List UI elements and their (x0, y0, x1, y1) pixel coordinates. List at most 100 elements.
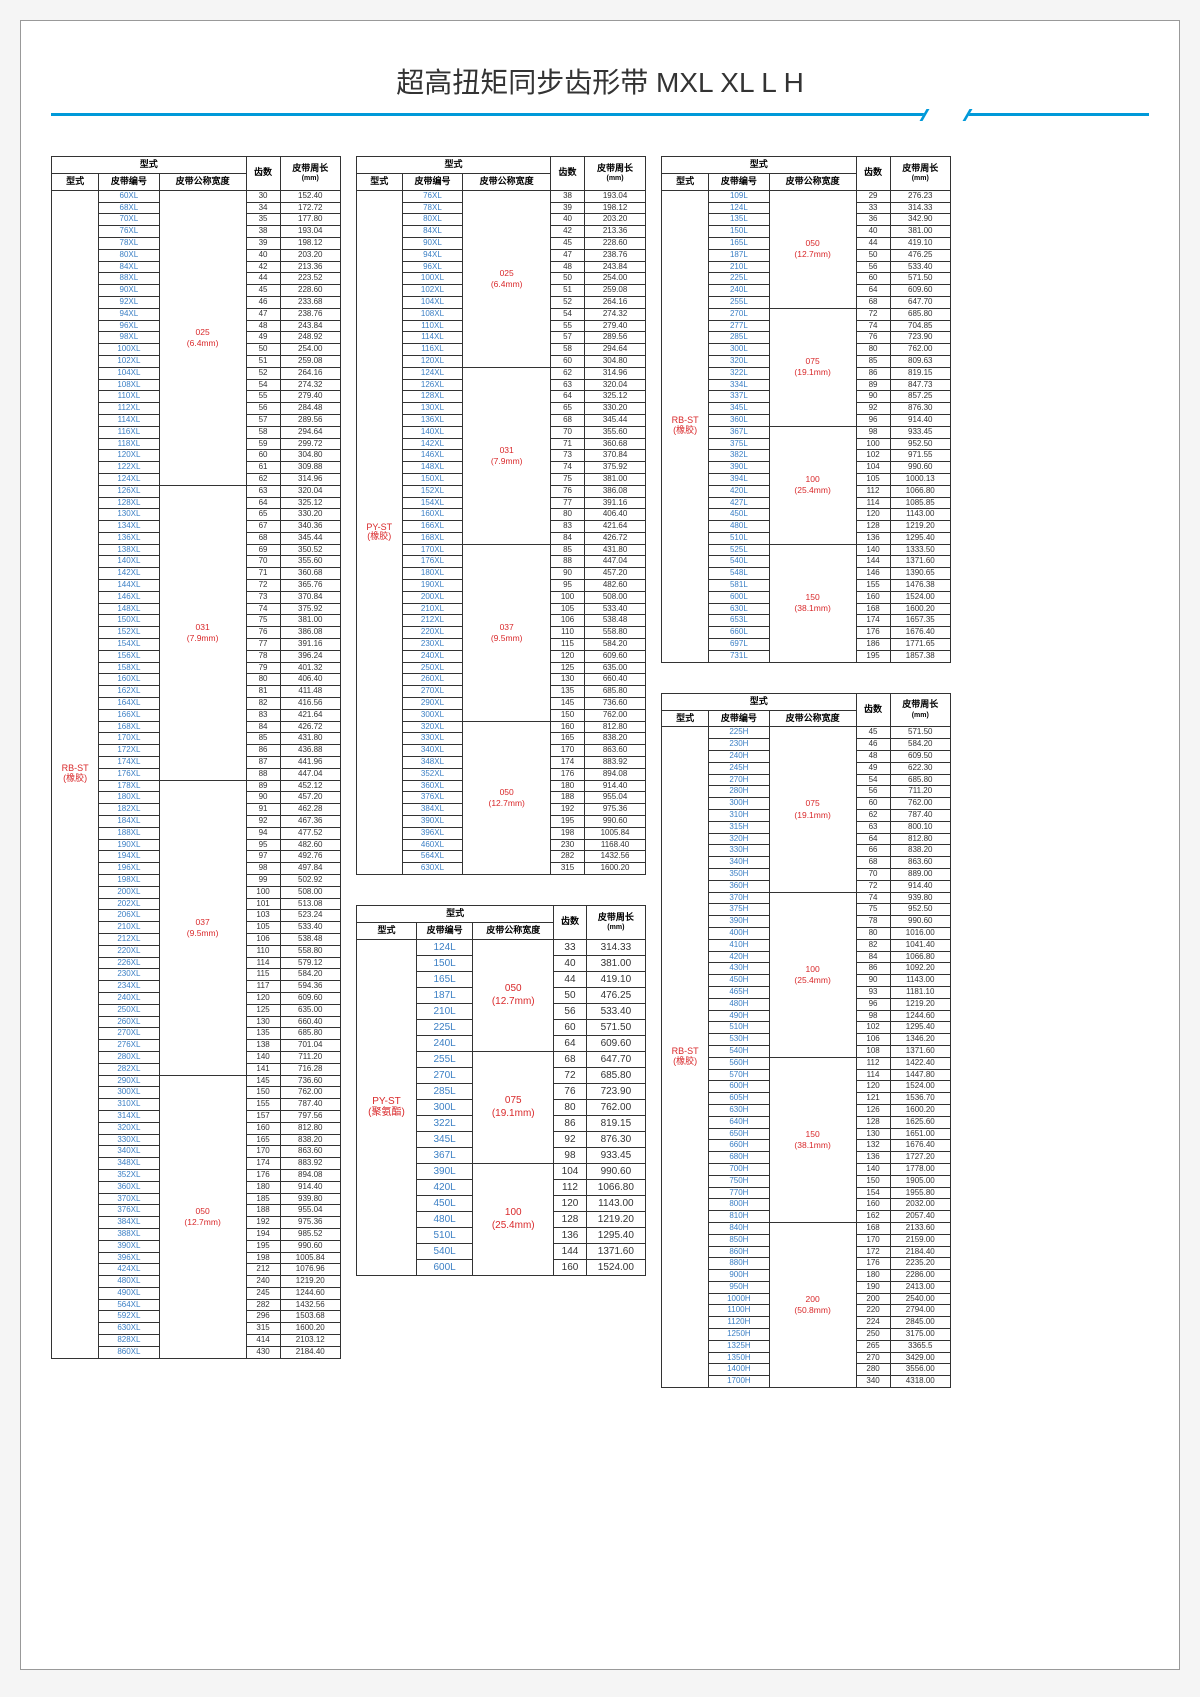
teeth-cell: 105 (550, 603, 584, 615)
belt-id-cell: 310H (709, 810, 769, 822)
circumference-cell: 876.30 (586, 1131, 645, 1147)
teeth-cell: 95 (246, 839, 280, 851)
circumference-cell: 1066.80 (890, 485, 950, 497)
circumference-cell: 476.25 (890, 249, 950, 261)
circumference-cell: 933.45 (890, 426, 950, 438)
belt-id-cell: 1000H (709, 1293, 769, 1305)
belt-id-cell: 360XL (402, 780, 463, 792)
circumference-cell: 990.60 (890, 916, 950, 928)
teeth-cell: 105 (246, 922, 280, 934)
belt-id-cell: 310XL (99, 1099, 159, 1111)
belt-id-cell: 164XL (99, 698, 159, 710)
circ-header: 皮带周长(mm) (280, 157, 340, 191)
teeth-cell: 150 (856, 1175, 890, 1187)
table-row: PY-ST(聚氨酯)124L050(12.7mm)33314.33 (357, 939, 646, 955)
circumference-cell: 2794.00 (890, 1305, 950, 1317)
teeth-cell: 140 (246, 1051, 280, 1063)
circumference-cell: 1092.20 (890, 963, 950, 975)
teeth-cell: 50 (550, 273, 584, 285)
teeth-cell: 70 (246, 556, 280, 568)
circumference-cell: 1676.40 (890, 1140, 950, 1152)
circumference-cell: 304.80 (280, 450, 340, 462)
circumference-cell: 238.76 (280, 308, 340, 320)
belt-id-cell: 104XL (402, 296, 463, 308)
circumference-cell: 883.92 (280, 1158, 340, 1170)
belt-id-cell: 102XL (99, 355, 159, 367)
belt-id-cell: 165L (416, 971, 472, 987)
width-cell: 100(25.4mm) (473, 1163, 554, 1275)
teeth-cell: 75 (246, 615, 280, 627)
circumference-cell: 386.08 (280, 627, 340, 639)
circumference-cell: 1651.00 (890, 1128, 950, 1140)
belt-id-cell: 148XL (99, 603, 159, 615)
table-l-pyst-pu: 型式 齿数 皮带周长(mm) 型式 皮带编号 皮带公称宽度 PY-ST(聚氨酯)… (356, 905, 646, 1276)
belt-id-cell: 140XL (402, 426, 463, 438)
circumference-cell: 259.08 (280, 355, 340, 367)
belt-id-cell: 530H (709, 1034, 769, 1046)
model-cell: RB-ST(橡胶) (52, 190, 99, 1358)
teeth-cell: 60 (550, 355, 584, 367)
circumference-cell: 2845.00 (890, 1317, 950, 1329)
teeth-cell: 212 (246, 1264, 280, 1276)
belt-id-cell: 190XL (402, 580, 463, 592)
teeth-cell: 120 (554, 1195, 587, 1211)
belt-id-cell: 900H (709, 1270, 769, 1282)
belt-id-cell: 337L (709, 391, 769, 403)
belt-id-cell: 96XL (402, 261, 463, 273)
teeth-cell: 97 (246, 851, 280, 863)
teeth-cell: 80 (554, 1099, 587, 1115)
belt-id-cell: 270XL (402, 686, 463, 698)
belt-id-cell: 126XL (99, 485, 159, 497)
belt-id-cell: 162XL (99, 686, 159, 698)
circumference-cell: 1432.56 (280, 1299, 340, 1311)
circumference-cell: 4318.00 (890, 1376, 950, 1388)
circumference-cell: 701.04 (280, 1040, 340, 1052)
teeth-cell: 126 (856, 1104, 890, 1116)
circumference-cell: 340.36 (280, 521, 340, 533)
belt-id-cell: 490H (709, 1010, 769, 1022)
circumference-cell: 1295.40 (890, 1022, 950, 1034)
teeth-cell: 192 (550, 804, 584, 816)
teeth-cell: 39 (550, 202, 584, 214)
belt-id-cell: 330XL (99, 1134, 159, 1146)
belt-id-cell: 76XL (402, 190, 463, 202)
teeth-cell: 172 (856, 1246, 890, 1258)
circumference-cell: 762.00 (280, 1087, 340, 1099)
belt-id-cell: 88XL (99, 273, 159, 285)
teeth-cell: 48 (550, 261, 584, 273)
teeth-cell: 71 (246, 568, 280, 580)
circumference-cell: 1085.85 (890, 497, 950, 509)
belt-id-cell: 142XL (99, 568, 159, 580)
belt-id-cell: 114XL (99, 414, 159, 426)
width-cell: 037(9.5mm) (159, 780, 246, 1075)
belt-id-cell: 1700H (709, 1376, 769, 1388)
teeth-cell: 68 (856, 857, 890, 869)
belt-id-cell: 255L (416, 1051, 472, 1067)
circumference-cell: 228.60 (585, 237, 646, 249)
belt-id-cell: 680H (709, 1152, 769, 1164)
belt-id-cell: 600L (416, 1259, 472, 1275)
width-header: 皮带公称宽度 (159, 173, 246, 190)
belt-id-cell: 605H (709, 1093, 769, 1105)
circumference-cell: 391.16 (585, 497, 646, 509)
circumference-cell: 584.20 (280, 969, 340, 981)
table-l-rbst: 型式 齿数 皮带周长(mm) 型式 皮带编号 皮带公称宽度 RB-ST(橡胶)1… (661, 156, 951, 663)
teeth-cell: 74 (550, 462, 584, 474)
belt-id-cell: 731L (709, 650, 769, 662)
circumference-cell: 1066.80 (586, 1179, 645, 1195)
teeth-cell: 92 (856, 403, 890, 415)
circumference-cell: 716.28 (280, 1063, 340, 1075)
teeth-cell: 85 (550, 544, 584, 556)
circumference-cell: 330.20 (280, 509, 340, 521)
teeth-cell: 160 (856, 1199, 890, 1211)
circumference-cell: 406.40 (585, 509, 646, 521)
belt-id-cell: 300XL (402, 709, 463, 721)
circumference-cell: 314.33 (890, 202, 950, 214)
teeth-cell: 185 (246, 1193, 280, 1205)
belt-id-cell: 138XL (99, 544, 159, 556)
circumference-cell: 723.90 (586, 1083, 645, 1099)
belt-id-cell: 270XL (99, 1028, 159, 1040)
circumference-cell: 538.48 (585, 615, 646, 627)
circumference-cell: 889.00 (890, 869, 950, 881)
belt-id-cell: 334L (709, 379, 769, 391)
